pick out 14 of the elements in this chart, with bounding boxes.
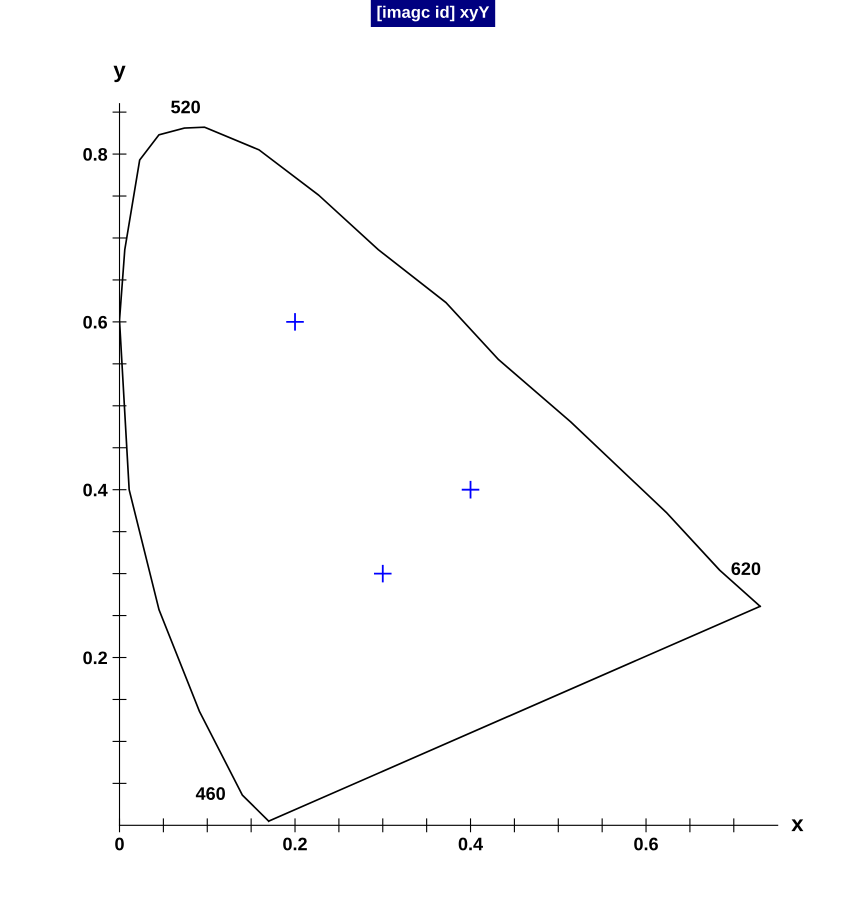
- x-tick-label: 0.6: [634, 838, 658, 850]
- y-tick-label: 0.6: [83, 316, 108, 329]
- x-tick-label: 0.2: [283, 838, 307, 850]
- x-axis-title: x: [791, 819, 804, 832]
- annotation: 520: [171, 100, 200, 114]
- y-tick-label: 0.8: [83, 148, 108, 161]
- annotation: 620: [732, 562, 760, 576]
- chart-title: [imagc id] xyY: [377, 6, 490, 22]
- y-tick-label: 0.2: [83, 651, 107, 664]
- x-tick-label: 0.4: [458, 838, 483, 850]
- annotation: 460: [196, 787, 225, 800]
- y-axis-title: y: [114, 66, 126, 82]
- x-tick-label: 0: [115, 838, 124, 850]
- y-tick-label: 0.4: [83, 484, 108, 496]
